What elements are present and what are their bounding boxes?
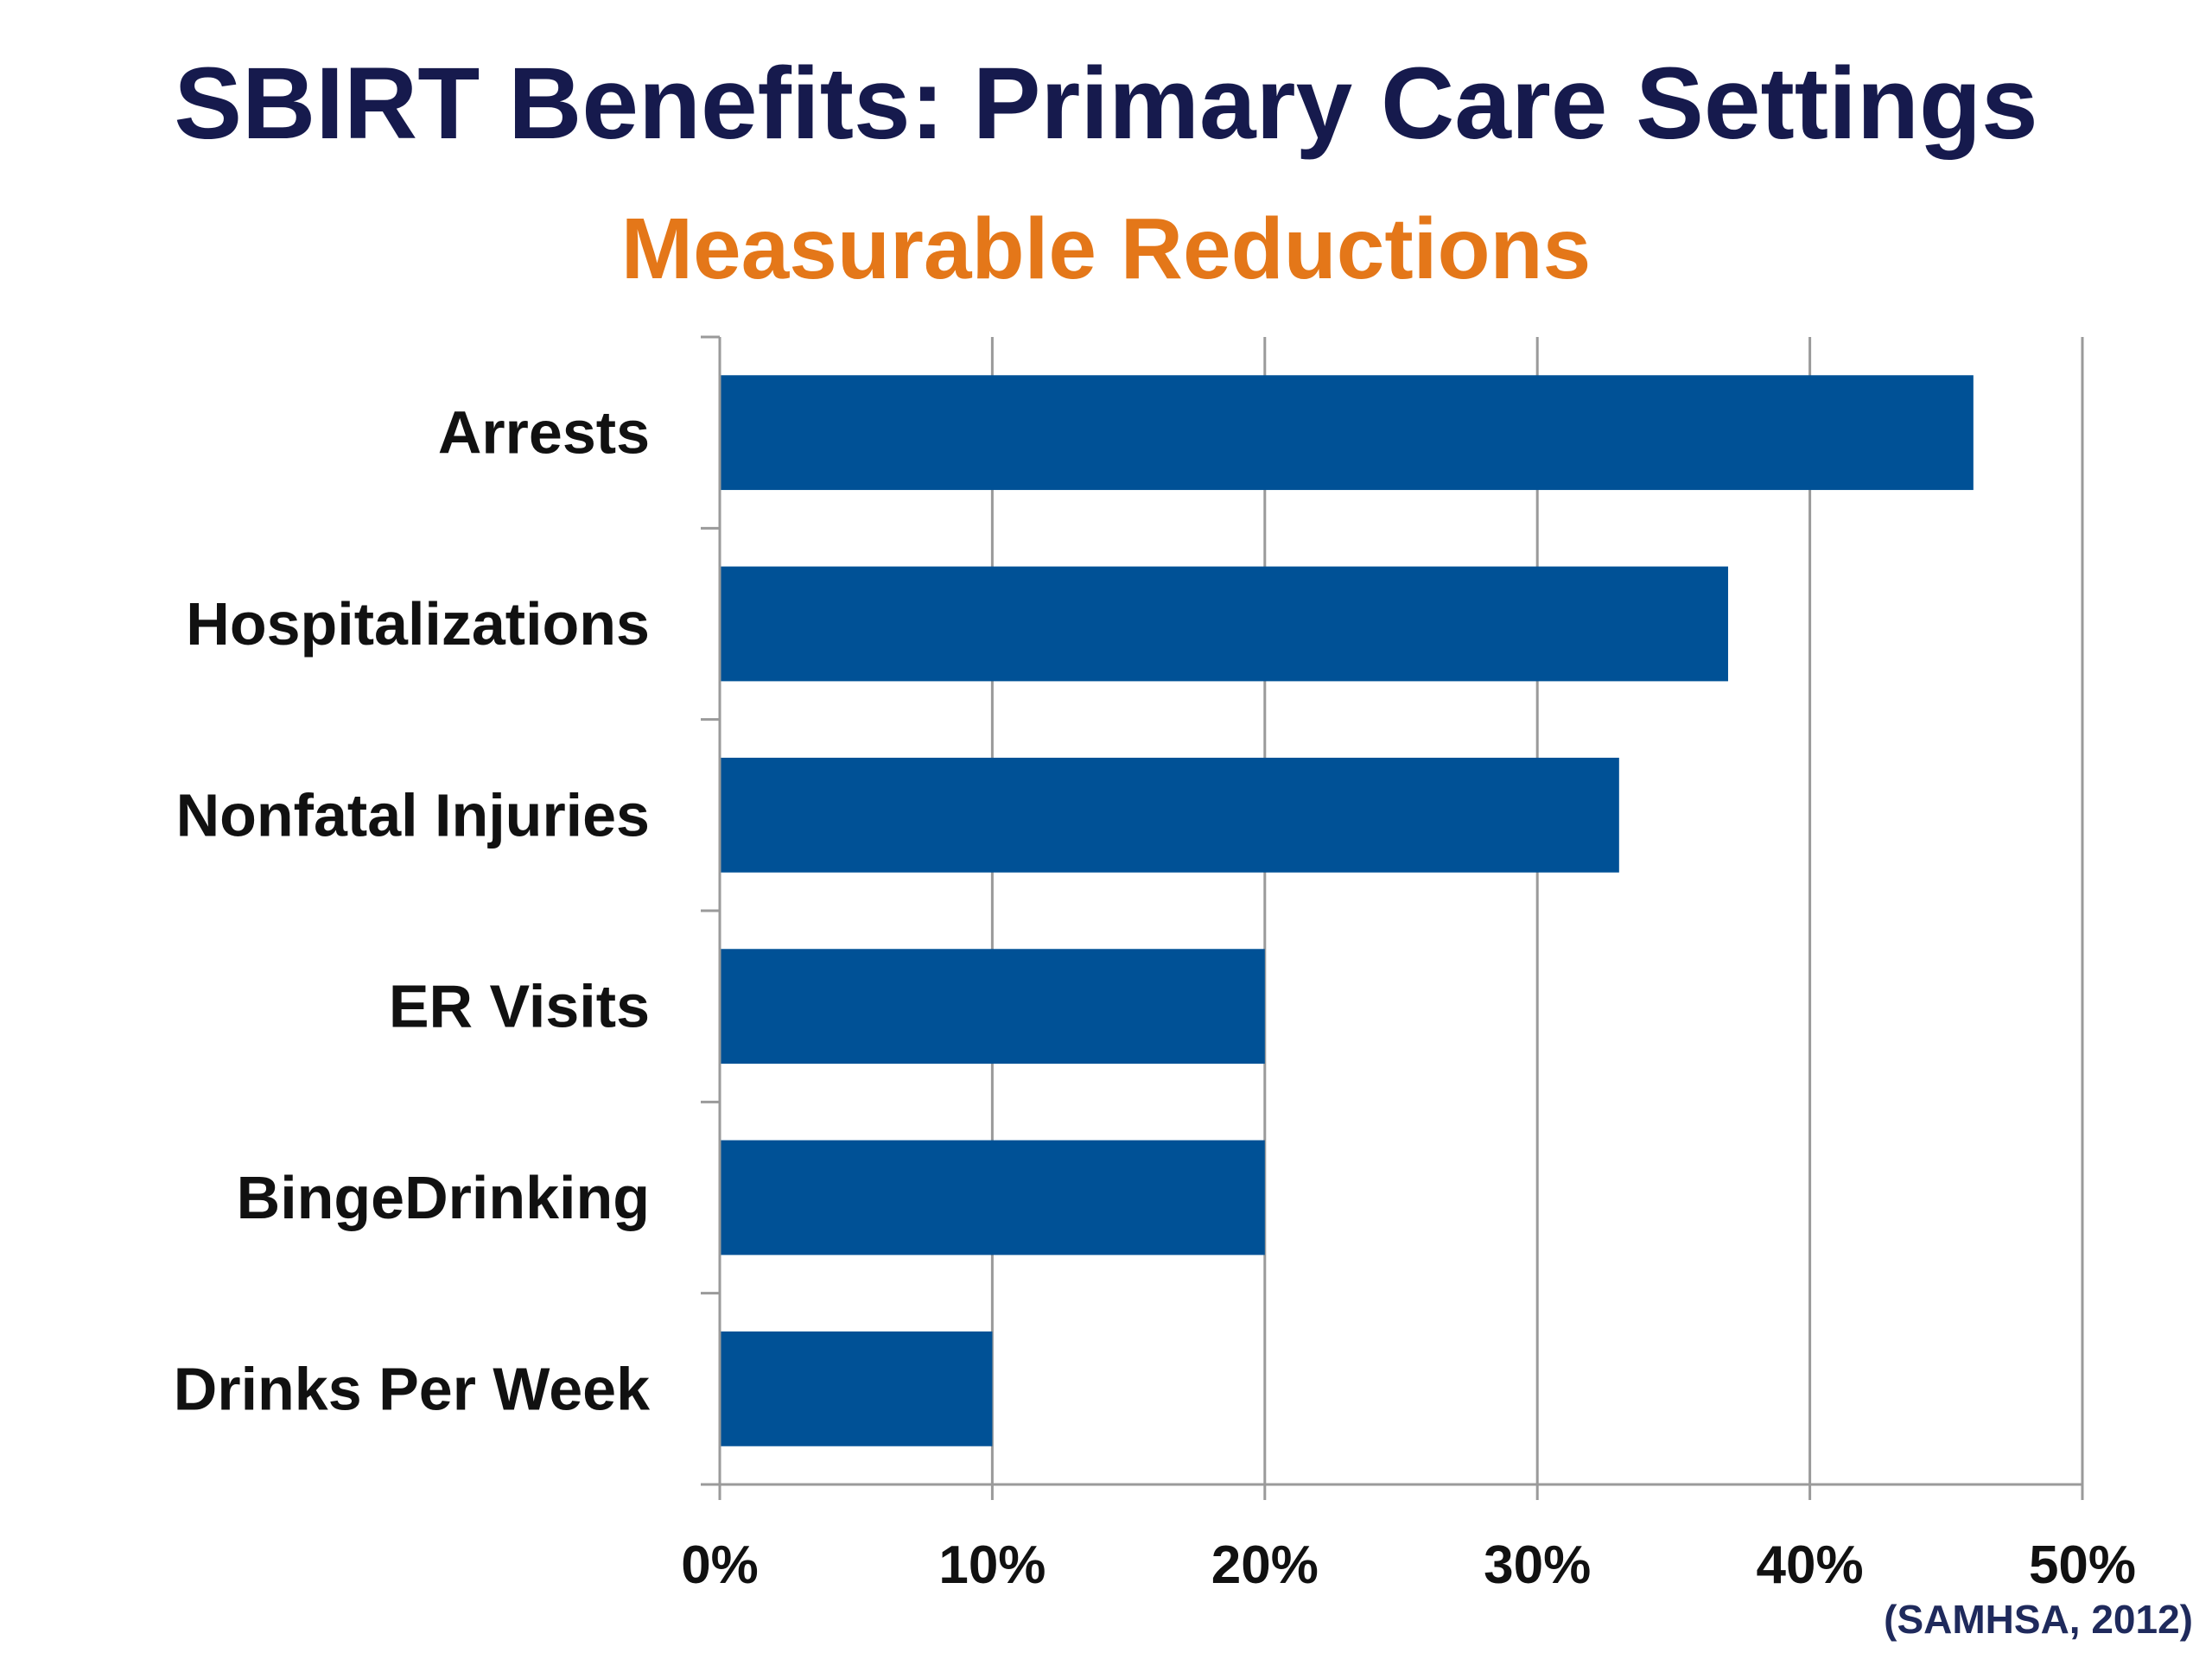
x-tick-label: 30%: [1484, 1535, 1591, 1595]
category-labels: Arrests Hospitalizations Nonfatal Injuries…: [174, 399, 650, 1423]
x-tick-labels: 0% 10% 20% 30% 40% 50%: [681, 1535, 2136, 1595]
chart-title: SBIRT Benefits: Primary Care Settings: [174, 47, 2038, 161]
chart-subtitle: Measurable Reductions: [620, 200, 1592, 297]
category-label: BingeDrinking: [237, 1164, 650, 1231]
category-label: Drinks Per Week: [174, 1355, 650, 1422]
category-label: Arrests: [438, 399, 650, 467]
bar: [720, 566, 1728, 682]
bars: [720, 375, 1974, 1446]
bar: [720, 949, 1265, 1065]
bar: [720, 1331, 993, 1446]
bar: [720, 375, 1974, 491]
x-tick-label: 10%: [938, 1535, 1046, 1595]
bar: [720, 1140, 1265, 1255]
source-citation: (SAMHSA, 2012): [1884, 1597, 2193, 1642]
category-label: ER Visits: [389, 973, 650, 1040]
x-tick-label: 40%: [1757, 1535, 1864, 1595]
x-tick-label: 50%: [2029, 1535, 2136, 1595]
bar: [720, 757, 1619, 873]
x-tick-label: 0%: [681, 1535, 759, 1595]
grid-lines: [990, 337, 2084, 1484]
axes: [701, 335, 2084, 1500]
x-tick-label: 20%: [1211, 1535, 1319, 1595]
category-label: Hospitalizations: [186, 590, 650, 658]
category-label: Nonfatal Injuries: [176, 781, 650, 849]
